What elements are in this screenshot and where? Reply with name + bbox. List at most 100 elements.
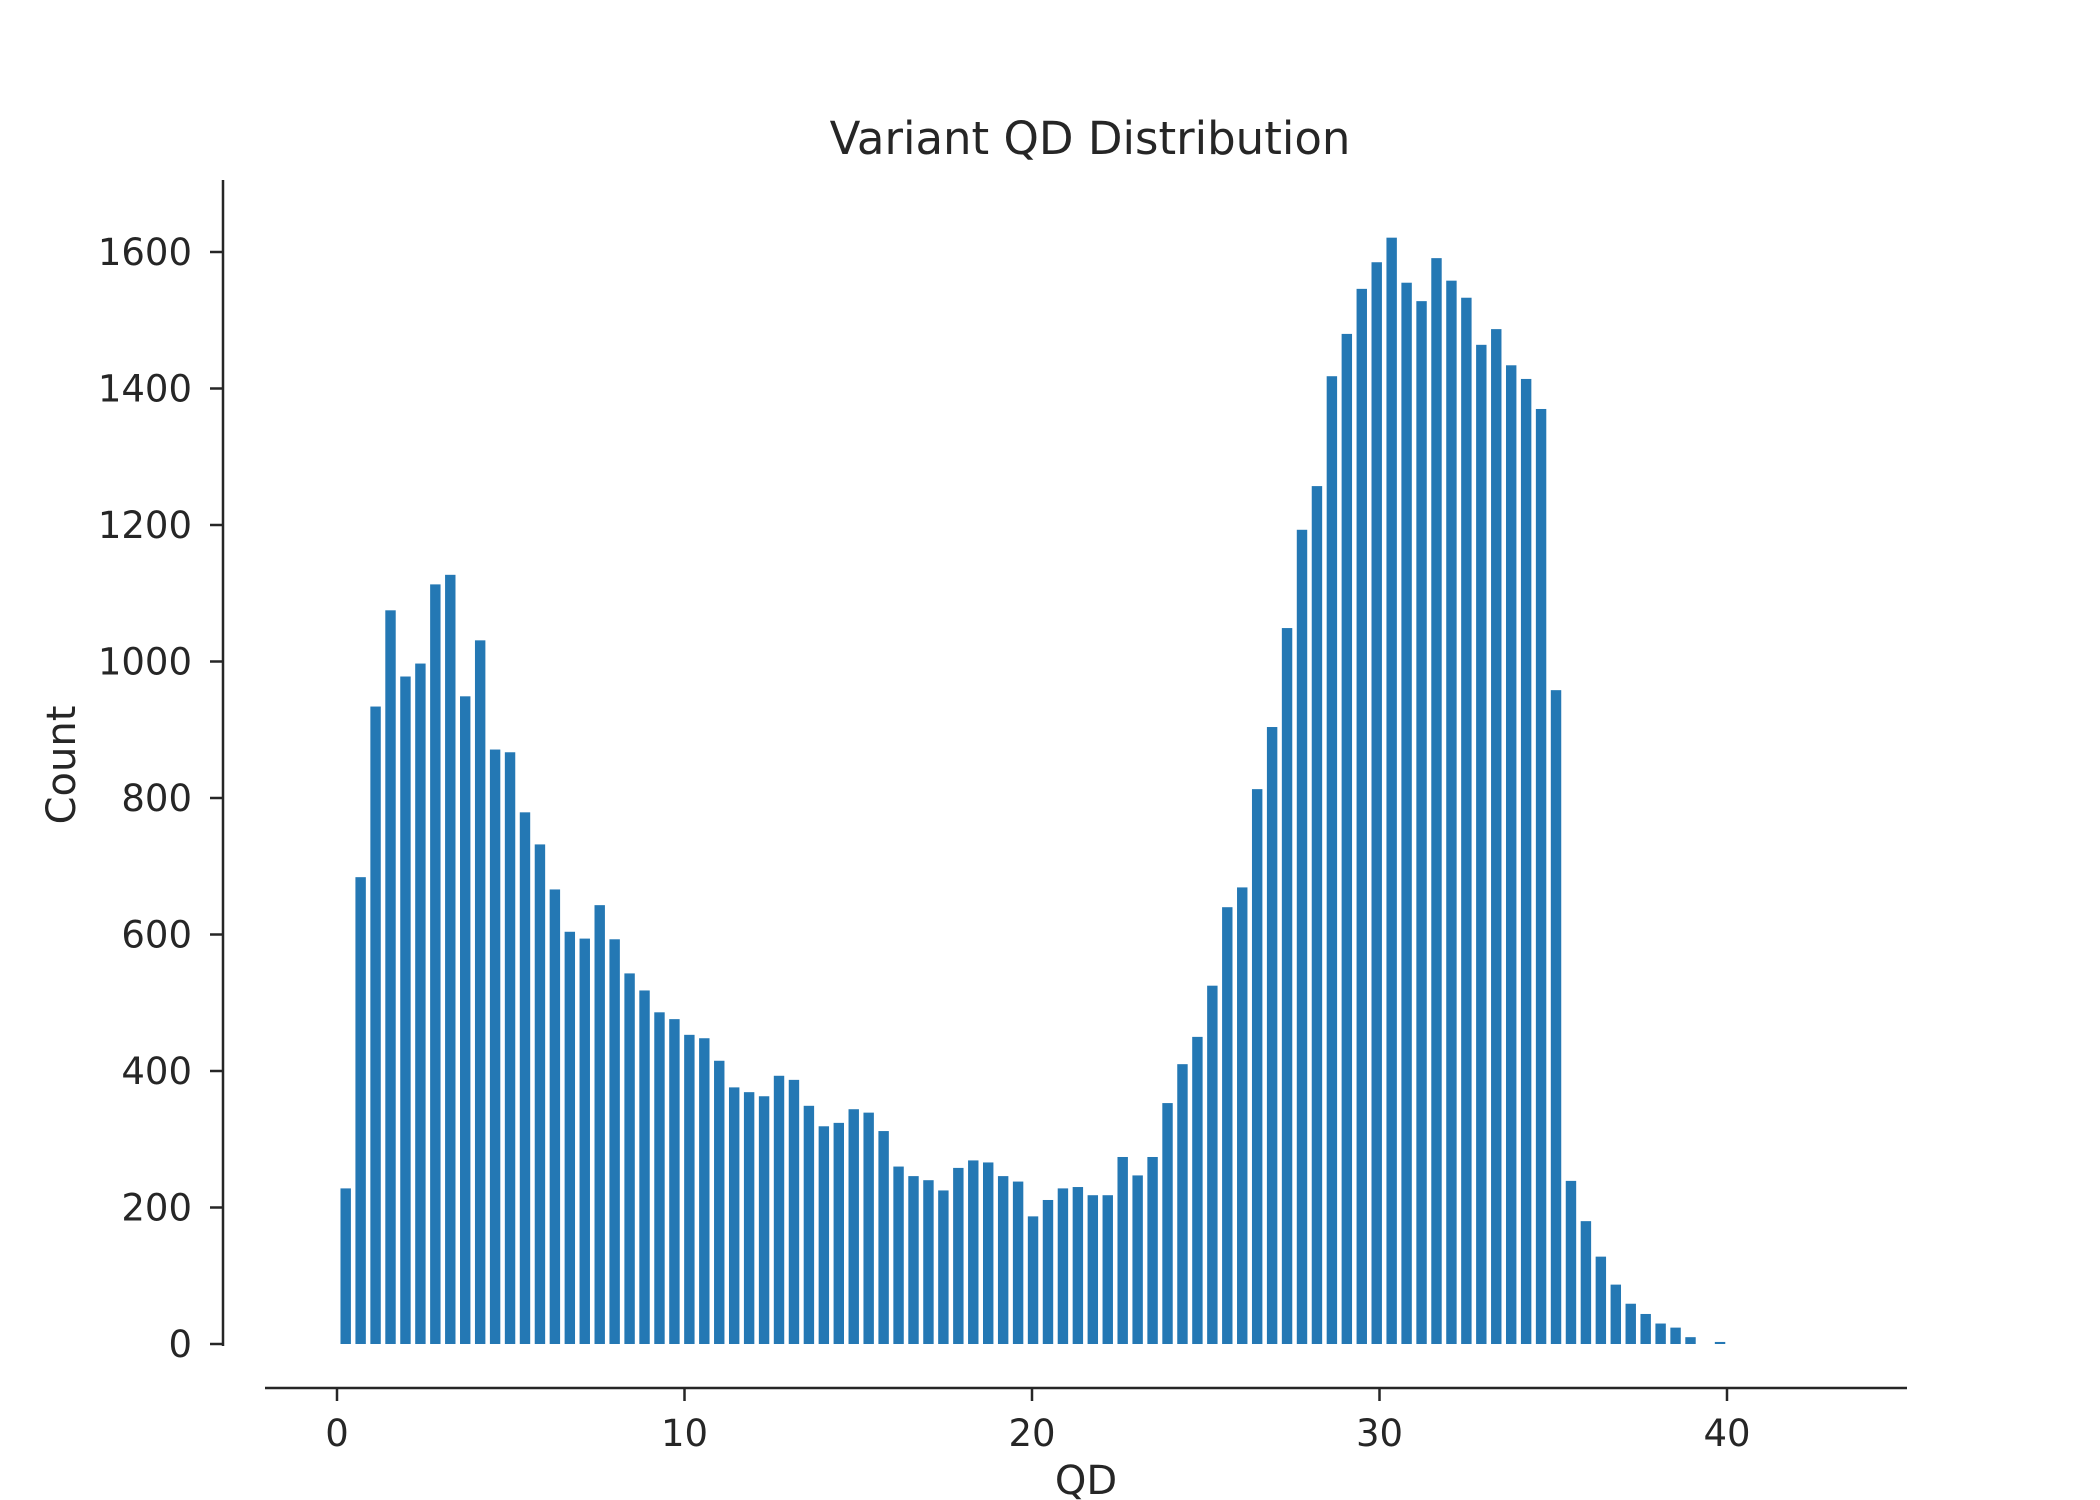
histogram-bar — [997, 1176, 1009, 1344]
histogram-bar — [1535, 408, 1547, 1345]
histogram-bar — [1281, 628, 1293, 1344]
histogram-bar — [445, 574, 456, 1344]
histogram-bar — [953, 1167, 964, 1344]
histogram-bar — [878, 1131, 889, 1344]
histogram-bar — [385, 610, 396, 1344]
histogram-bar — [1222, 907, 1233, 1344]
histogram-bar — [1117, 1156, 1128, 1344]
y-tick-label: 0 — [168, 1323, 192, 1366]
histogram-bar — [728, 1087, 740, 1344]
histogram-bar — [1296, 529, 1308, 1344]
histogram-bar — [1207, 985, 1218, 1344]
y-axis: 0 200 400 600 800 1000 1200 1400 1600 Count — [39, 180, 225, 1366]
histogram-bar — [1386, 237, 1397, 1344]
histogram-bar — [1102, 1195, 1113, 1344]
histogram-bar — [1431, 258, 1442, 1344]
x-ticks: 0 10 20 30 40 — [325, 1388, 1751, 1455]
bars-layer — [340, 237, 1726, 1345]
histogram-bar — [355, 877, 366, 1344]
x-axis-label: QD — [1055, 1458, 1117, 1500]
histogram-bar — [714, 1060, 725, 1344]
histogram-bar — [639, 990, 650, 1344]
histogram-bar — [1162, 1103, 1173, 1344]
histogram-bar — [415, 663, 426, 1344]
x-tick-label: 20 — [1008, 1412, 1055, 1455]
histogram-bar — [1311, 486, 1323, 1345]
histogram-bar — [1132, 1175, 1143, 1344]
histogram-bar — [743, 1092, 755, 1344]
histogram-bar — [1670, 1327, 1681, 1344]
histogram-bar — [1580, 1221, 1592, 1344]
histogram-bar — [340, 1188, 351, 1344]
histogram-bar — [1341, 333, 1353, 1344]
histogram-bar — [669, 1019, 680, 1344]
y-tick-label: 600 — [121, 914, 192, 957]
histogram-bar — [1491, 329, 1502, 1344]
histogram-bar — [923, 1180, 934, 1344]
histogram-bar — [1625, 1303, 1636, 1344]
histogram-bar — [400, 676, 411, 1344]
histogram-bar — [1401, 282, 1412, 1345]
histogram-bar — [684, 1034, 695, 1344]
histogram-bar — [549, 889, 561, 1344]
histogram-bar — [654, 1012, 665, 1344]
histogram-bar — [699, 1038, 710, 1344]
histogram-bar — [564, 931, 576, 1344]
histogram-bar — [1505, 365, 1517, 1344]
histogram-bar — [803, 1105, 815, 1344]
histogram-bar — [1416, 301, 1427, 1344]
histogram-bar — [833, 1122, 844, 1344]
x-tick-label: 40 — [1703, 1412, 1750, 1455]
histogram-bar — [1476, 344, 1487, 1344]
histogram-bar — [1087, 1195, 1099, 1344]
histogram-bar — [848, 1109, 859, 1344]
y-tick-label: 200 — [121, 1187, 192, 1230]
y-tick-label: 1000 — [98, 641, 192, 684]
histogram-bar — [1147, 1156, 1158, 1344]
x-tick-label: 30 — [1356, 1412, 1403, 1455]
histogram-bar — [1192, 1036, 1203, 1345]
histogram-bar — [863, 1112, 874, 1344]
histogram-bar — [968, 1160, 979, 1344]
y-tick-label: 400 — [121, 1050, 192, 1093]
x-tick-label: 10 — [661, 1412, 708, 1455]
histogram-bar — [579, 938, 590, 1344]
histogram-bar — [1640, 1313, 1651, 1344]
histogram-bar — [983, 1162, 994, 1344]
y-ticks: 0 200 400 600 800 1000 1200 1400 1600 — [98, 231, 223, 1366]
histogram-bar — [1251, 789, 1263, 1344]
histogram-bar — [908, 1176, 919, 1344]
histogram-bar — [624, 973, 635, 1344]
histogram-bar — [1177, 1064, 1188, 1344]
histogram-bar — [1550, 690, 1562, 1344]
x-tick-label: 0 — [325, 1412, 349, 1455]
histogram-bar — [1595, 1256, 1607, 1344]
histogram-bar — [594, 905, 605, 1344]
histogram-bar — [609, 939, 620, 1344]
y-tick-label: 1200 — [98, 504, 192, 547]
histogram-bar — [938, 1190, 949, 1344]
histogram-bar — [1042, 1199, 1054, 1344]
histogram-bar — [758, 1096, 770, 1344]
histogram-bar — [1356, 288, 1367, 1344]
histogram-bar — [1057, 1188, 1069, 1344]
y-axis-label: Count — [39, 706, 85, 825]
histogram-bar — [460, 696, 471, 1344]
histogram-bar — [893, 1166, 904, 1344]
histogram-bar — [1371, 262, 1382, 1344]
histogram-bar — [370, 706, 381, 1344]
y-tick-label: 1400 — [98, 368, 192, 411]
histogram-bar — [773, 1075, 785, 1344]
histogram-bar — [504, 752, 516, 1344]
histogram-bar — [1610, 1284, 1622, 1344]
histogram-bar — [1655, 1323, 1666, 1344]
chart-title: Variant QD Distribution — [830, 112, 1351, 165]
histogram-bar — [474, 640, 486, 1344]
histogram-bar — [1027, 1216, 1039, 1344]
histogram-bar — [430, 584, 441, 1344]
y-tick-label: 800 — [121, 777, 192, 820]
x-axis: 0 10 20 30 40 QD — [265, 1386, 1907, 1500]
histogram-bar — [1461, 297, 1472, 1345]
histogram-bar — [1446, 280, 1457, 1344]
histogram-bar — [1237, 887, 1248, 1344]
